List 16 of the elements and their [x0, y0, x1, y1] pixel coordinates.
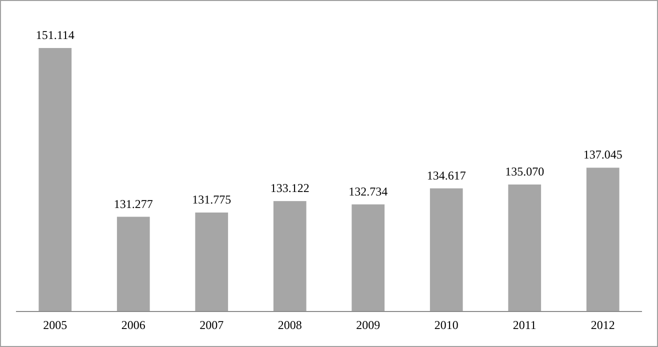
data-label: 133.122	[270, 181, 310, 196]
x-tick-label: 2009	[356, 318, 380, 332]
data-label: 135.070	[505, 164, 544, 179]
x-tick-label: 2010	[434, 318, 458, 332]
data-label: 137.045	[583, 148, 622, 162]
data-label: 151.114	[36, 28, 74, 42]
x-tick-label: 2007	[200, 318, 224, 332]
x-tick-label: 2005	[43, 318, 68, 332]
data-label: 131.277	[114, 196, 153, 211]
data-label: 132.734	[348, 184, 388, 198]
x-tick-label: 2011	[512, 318, 536, 332]
data-label: 131.775	[192, 192, 232, 207]
data-label: 134.617	[426, 168, 466, 182]
x-tick-label: 2012	[590, 318, 615, 332]
x-tick-label: 2006	[121, 318, 146, 332]
x-tick-label: 2008	[278, 318, 302, 332]
